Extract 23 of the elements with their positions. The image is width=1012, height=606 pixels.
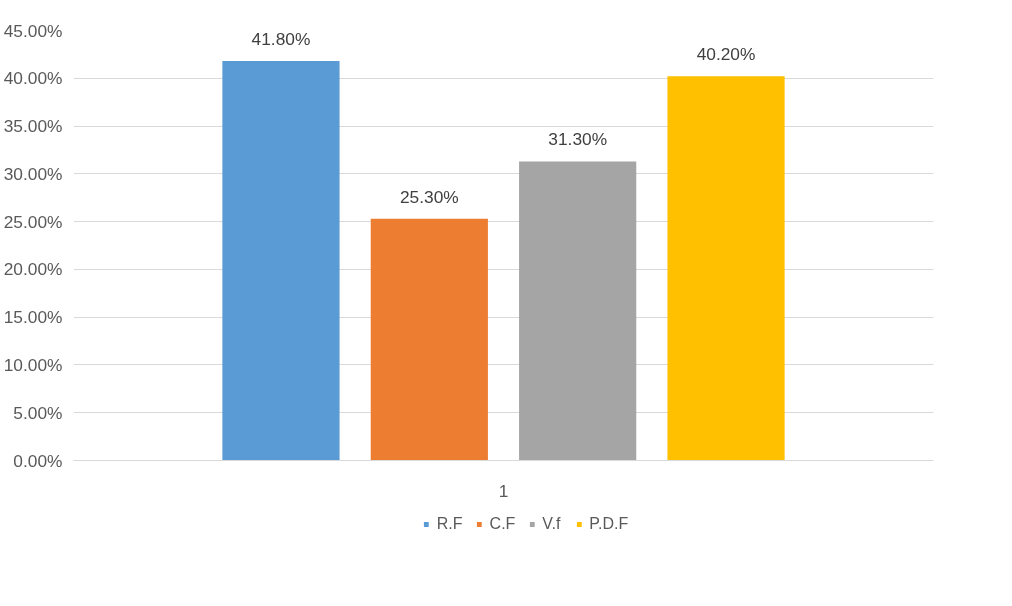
legend-label: P.D.F (589, 515, 629, 533)
legend-label: R.F (436, 515, 463, 533)
y-tick-label: 30.00% (3, 163, 63, 184)
bar (370, 218, 488, 461)
y-tick-label: 10.00% (3, 354, 63, 375)
y-tick-label: 15.00% (3, 307, 63, 328)
legend-label: V.f (542, 515, 562, 533)
data-label: 40.20% (696, 44, 756, 65)
y-tick-label: 20.00% (3, 259, 63, 280)
data-label: 31.30% (548, 129, 608, 150)
data-label: 41.80% (251, 29, 311, 50)
bar (667, 76, 785, 461)
y-tick-label: 35.00% (3, 116, 63, 137)
x-tick-label: 1 (498, 480, 509, 501)
y-tick-label: 25.00% (3, 211, 63, 232)
bar (222, 61, 340, 461)
y-tick-label: 5.00% (13, 402, 63, 423)
data-label: 25.30% (399, 186, 459, 207)
bar (519, 161, 637, 461)
legend-label: C.F (489, 515, 516, 533)
y-tick-label: 40.00% (3, 68, 63, 89)
y-tick-label: 45.00% (3, 20, 63, 41)
y-tick-label: 0.00% (13, 450, 63, 471)
